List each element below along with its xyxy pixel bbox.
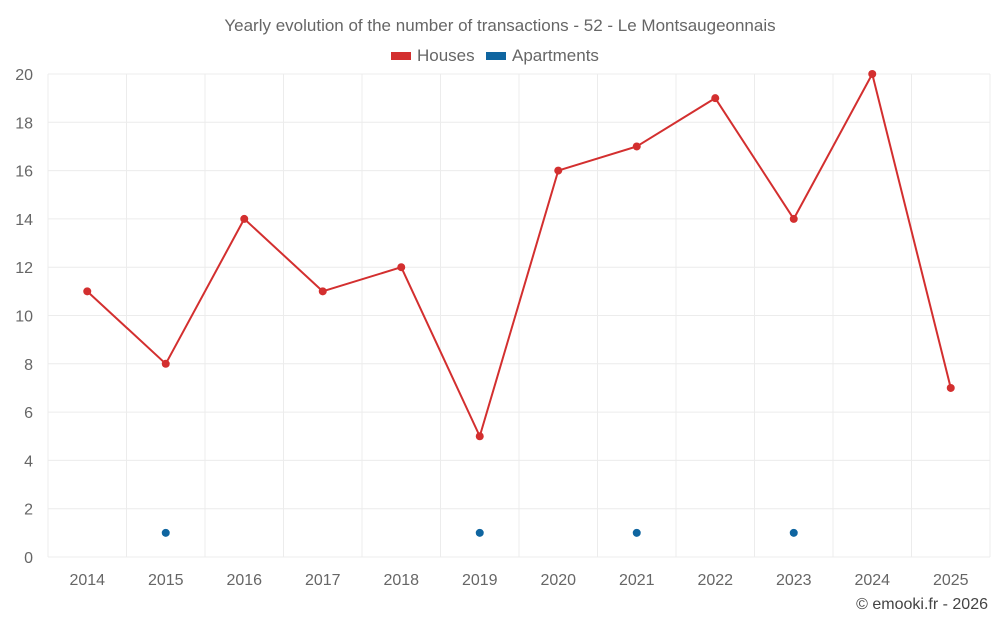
- data-point-apartments[interactable]: [161, 528, 170, 537]
- legend: Houses Apartments: [391, 46, 599, 65]
- x-tick-label: 2022: [697, 572, 733, 589]
- data-point-apartments[interactable]: [475, 528, 484, 537]
- y-tick-label: 12: [15, 260, 33, 277]
- x-tick-label: 2020: [540, 572, 576, 589]
- data-point-houses[interactable]: [711, 94, 720, 103]
- x-tick-label: 2023: [776, 572, 812, 589]
- legend-label-apartments[interactable]: Apartments: [512, 46, 599, 65]
- x-tick-label: 2018: [383, 572, 419, 589]
- y-tick-label: 2: [24, 502, 33, 519]
- legend-swatch-apartments: [486, 52, 506, 60]
- x-tick-label: 2025: [933, 572, 969, 589]
- data-point-houses[interactable]: [868, 70, 877, 78]
- legend-swatch-houses: [391, 52, 411, 60]
- y-tick-label: 0: [24, 550, 33, 567]
- data-point-houses[interactable]: [789, 214, 798, 223]
- data-point-houses[interactable]: [632, 142, 641, 151]
- chart-title: Yearly evolution of the number of transa…: [224, 16, 775, 35]
- y-tick-label: 18: [15, 115, 33, 132]
- x-tick-label: 2015: [148, 572, 184, 589]
- data-point-apartments[interactable]: [632, 528, 641, 537]
- x-tick-label: 2014: [69, 572, 105, 589]
- x-tick-label: 2017: [305, 572, 341, 589]
- y-axis-ticks: 0 2 4 6 8 10 12 14 16 18 20: [15, 67, 33, 567]
- data-point-houses[interactable]: [161, 359, 170, 368]
- legend-label-houses[interactable]: Houses: [417, 46, 475, 65]
- x-tick-label: 2024: [854, 572, 890, 589]
- data-point-houses[interactable]: [397, 263, 406, 272]
- x-tick-label: 2019: [462, 572, 498, 589]
- x-tick-label: 2016: [226, 572, 262, 589]
- grid: [47, 73, 991, 558]
- y-tick-label: 4: [24, 453, 33, 470]
- x-axis-ticks: 2014 2015 2016 2017 2018 2019 2020 2021 2022 2023…: [69, 572, 968, 589]
- y-tick-label: 10: [15, 309, 33, 326]
- credit-text: © emooki.fr - 2026: [856, 596, 988, 613]
- data-point-houses[interactable]: [240, 214, 249, 223]
- plot-area: [83, 70, 955, 537]
- data-point-houses[interactable]: [554, 166, 563, 175]
- data-point-apartments[interactable]: [789, 528, 798, 537]
- data-point-houses[interactable]: [318, 287, 327, 296]
- data-point-houses[interactable]: [83, 287, 92, 296]
- y-tick-label: 14: [15, 212, 33, 229]
- series-line-houses: [86, 73, 952, 438]
- y-tick-label: 6: [24, 405, 33, 422]
- x-tick-label: 2021: [619, 572, 655, 589]
- data-point-houses[interactable]: [946, 383, 955, 392]
- data-point-houses[interactable]: [475, 432, 484, 441]
- y-tick-label: 8: [24, 357, 33, 374]
- y-tick-label: 16: [15, 164, 33, 181]
- y-tick-label: 20: [15, 67, 33, 84]
